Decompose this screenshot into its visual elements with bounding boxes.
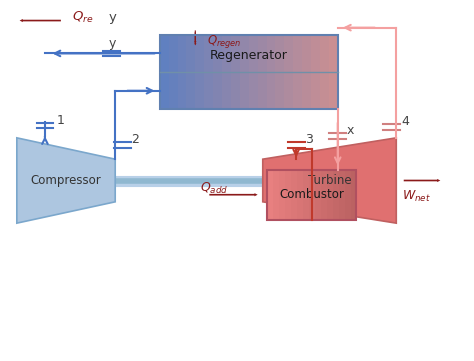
Bar (213, 35, 222, 109)
Bar (231, 35, 240, 109)
Bar (329, 35, 337, 109)
Bar (240, 35, 249, 109)
Bar (297, 170, 303, 219)
Bar (160, 35, 337, 109)
Polygon shape (17, 138, 115, 223)
Bar (177, 35, 186, 109)
Bar (275, 35, 284, 109)
Bar (266, 35, 275, 109)
Text: 4: 4 (401, 116, 409, 129)
Text: $Q_{add}$: $Q_{add}$ (200, 181, 228, 196)
Text: Compressor: Compressor (31, 174, 101, 187)
Bar (267, 170, 273, 219)
Bar (303, 170, 309, 219)
Bar (279, 170, 285, 219)
Bar (321, 170, 327, 219)
Bar (257, 35, 266, 109)
Text: Turbine: Turbine (308, 174, 351, 187)
Bar (273, 170, 279, 219)
Bar (186, 35, 195, 109)
Bar (291, 170, 297, 219)
Bar (309, 170, 315, 219)
Bar (249, 35, 257, 109)
Bar (222, 35, 231, 109)
Text: 3: 3 (306, 133, 313, 146)
Bar (204, 35, 213, 109)
Text: $Q_{regen}$: $Q_{regen}$ (207, 33, 242, 51)
Bar (293, 35, 302, 109)
Bar (160, 35, 169, 109)
Bar (302, 35, 311, 109)
Bar (327, 170, 333, 219)
Bar (345, 170, 350, 219)
Text: Combustor: Combustor (280, 188, 345, 201)
Bar (195, 35, 204, 109)
Bar (311, 35, 320, 109)
Text: y: y (108, 37, 116, 50)
Bar (338, 170, 345, 219)
Bar (267, 170, 356, 219)
Bar (315, 170, 321, 219)
Bar (284, 35, 293, 109)
Text: x: x (346, 124, 354, 137)
Text: $W_{net}$: $W_{net}$ (402, 189, 431, 204)
Text: 1: 1 (57, 114, 64, 127)
Bar (285, 170, 291, 219)
Text: Regenerator: Regenerator (210, 49, 288, 62)
Bar (350, 170, 356, 219)
Bar (333, 170, 338, 219)
Text: 2: 2 (132, 133, 139, 146)
Text: y: y (108, 11, 116, 24)
Bar (169, 35, 177, 109)
Polygon shape (263, 138, 396, 223)
Bar (320, 35, 329, 109)
Text: $Q_{re}$: $Q_{re}$ (72, 10, 94, 25)
